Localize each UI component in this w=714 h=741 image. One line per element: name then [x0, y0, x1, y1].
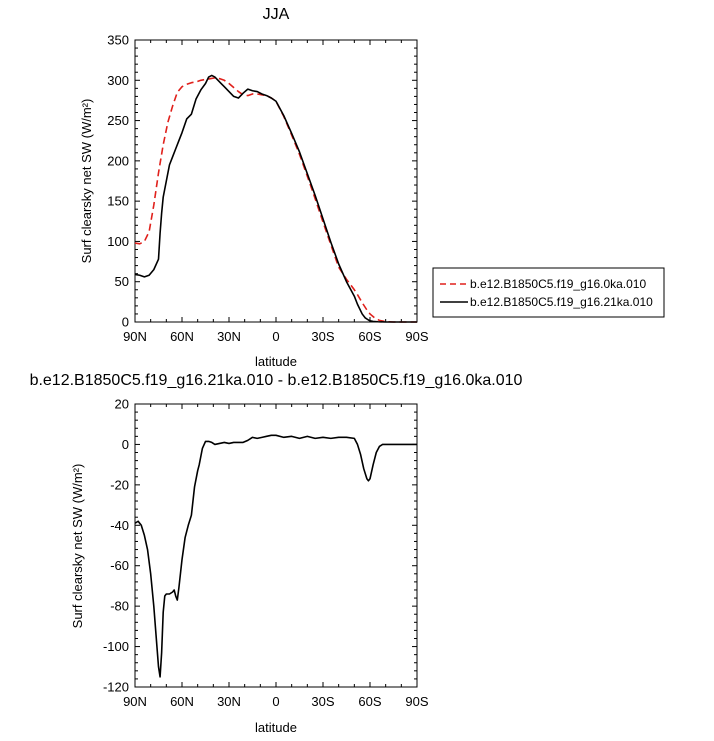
bottom-panel: b.e12.B1850C5.f19_g16.21ka.010 - b.e12.B…: [30, 372, 523, 735]
top-y-tick-label: 0: [122, 315, 129, 330]
top-x-tick-label: 30S: [311, 329, 334, 344]
top-x-tick-label: 60N: [170, 329, 194, 344]
bottom-x-tick-label: 30N: [217, 694, 241, 709]
legend-label-experiment: b.e12.B1850C5.f19_g16.21ka.010: [470, 295, 653, 309]
top-y-tick-label: 50: [115, 274, 129, 289]
bottom-x-axis-label: latitude: [255, 720, 297, 735]
top-chart-title: JJA: [263, 6, 290, 23]
legend: b.e12.B1850C5.f19_g16.0ka.010 b.e12.B185…: [432, 267, 665, 318]
top-y-axis-label: Surf clearsky net SW (W/m²): [79, 99, 94, 264]
top-y-tick-label: 300: [107, 73, 129, 88]
bottom-chart-title: b.e12.B1850C5.f19_g16.21ka.010 - b.e12.B…: [30, 372, 523, 389]
bottom-x-axis: 90N 60N 30N 0 30S 60S 90S: [123, 404, 429, 709]
bottom-x-tick-label: 60S: [358, 694, 381, 709]
top-panel: JJA 0 50 100 150 200 250 300 350 90N 60N 30N 0 30S 6…: [79, 6, 429, 369]
bottom-series-lines: [134, 434, 417, 678]
bottom-y-tick-label: 0: [122, 437, 129, 452]
top-x-tick-label: 90N: [123, 329, 147, 344]
bottom-y-tick-label: -40: [110, 518, 129, 533]
bottom-y-tick-label: -80: [110, 599, 129, 614]
top-y-tick-label: 250: [107, 113, 129, 128]
bottom-y-tick-label: -120: [103, 680, 129, 695]
top-series-line-0: [134, 77, 417, 323]
top-y-axis: 0 50 100 150 200 250 300 350: [107, 33, 417, 330]
top-x-tick-label: 60S: [358, 329, 381, 344]
top-x-tick-label: 0: [272, 329, 279, 344]
top-series-lines: [134, 74, 417, 323]
top-x-axis: 90N 60N 30N 0 30S 60S 90S: [123, 40, 429, 344]
bottom-x-tick-label: 60N: [170, 694, 194, 709]
bottom-x-tick-label: 90S: [405, 694, 428, 709]
bottom-plot-frame: [134, 403, 418, 688]
legend-box: [432, 267, 665, 318]
top-plot-frame: [134, 39, 418, 323]
top-y-tick-label: 100: [107, 234, 129, 249]
bottom-y-tick-label: -60: [110, 558, 129, 573]
top-y-tick-label: 150: [107, 194, 129, 209]
top-x-axis-label: latitude: [255, 354, 297, 369]
bottom-y-axis: -120 -100 -80 -60 -40 -20 0 20: [103, 397, 417, 695]
top-y-tick-label: 200: [107, 153, 129, 168]
bottom-y-tick-label: -100: [103, 639, 129, 654]
bottom-x-tick-label: 90N: [123, 694, 147, 709]
bottom-y-axis-label: Surf clearsky net SW (W/m²): [70, 464, 85, 629]
top-series-line-1: [134, 74, 417, 323]
top-x-tick-label: 30N: [217, 329, 241, 344]
bottom-y-tick-label: 20: [115, 397, 129, 412]
top-x-tick-label: 90S: [405, 329, 428, 344]
bottom-x-tick-label: 0: [272, 694, 279, 709]
bottom-y-tick-label: -20: [110, 477, 129, 492]
bottom-series-line-0: [134, 434, 417, 678]
bottom-x-tick-label: 30S: [311, 694, 334, 709]
legend-label-control: b.e12.B1850C5.f19_g16.0ka.010: [470, 277, 646, 291]
top-y-tick-label: 350: [107, 33, 129, 48]
